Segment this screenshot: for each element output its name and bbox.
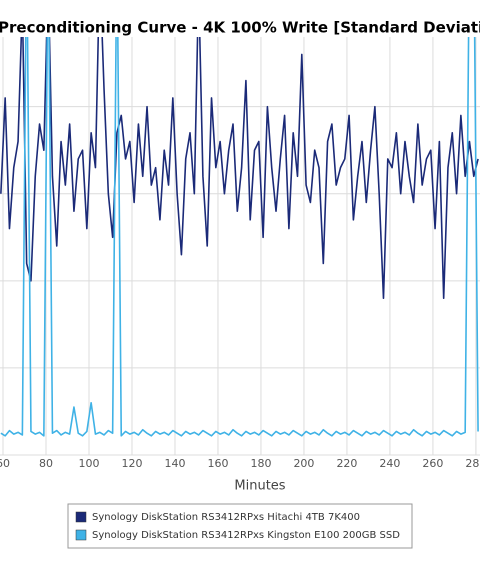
- chart-title: Preconditioning Curve - 4K 100% Write [S…: [0, 19, 480, 37]
- x-tick-label: 200: [293, 457, 314, 470]
- legend-label: Synology DiskStation RS3412RPxs Kingston…: [92, 530, 400, 541]
- legend-swatch: [75, 511, 87, 523]
- x-tick-label: 180: [250, 457, 271, 470]
- x-axis-label: Minutes: [234, 479, 285, 494]
- x-tick-label: 140: [164, 457, 185, 470]
- plot-area: [0, 37, 479, 437]
- series-line: [0, 37, 479, 437]
- x-tick-label: 80: [39, 457, 53, 470]
- series-line: [0, 37, 479, 300]
- x-tick-label: 60: [0, 457, 10, 470]
- x-tick-label: 120: [121, 457, 142, 470]
- x-tick-label: 160: [207, 457, 228, 470]
- x-tick-label: 240: [379, 457, 400, 470]
- legend-label: Synology DiskStation RS3412RPxs Hitachi …: [92, 512, 360, 523]
- x-tick-label: 280: [465, 457, 480, 470]
- legend: [67, 503, 413, 549]
- x-tick-label: 260: [422, 457, 443, 470]
- x-tick-label: 220: [336, 457, 357, 470]
- x-tick-label: 100: [78, 457, 99, 470]
- legend-swatch: [75, 529, 87, 541]
